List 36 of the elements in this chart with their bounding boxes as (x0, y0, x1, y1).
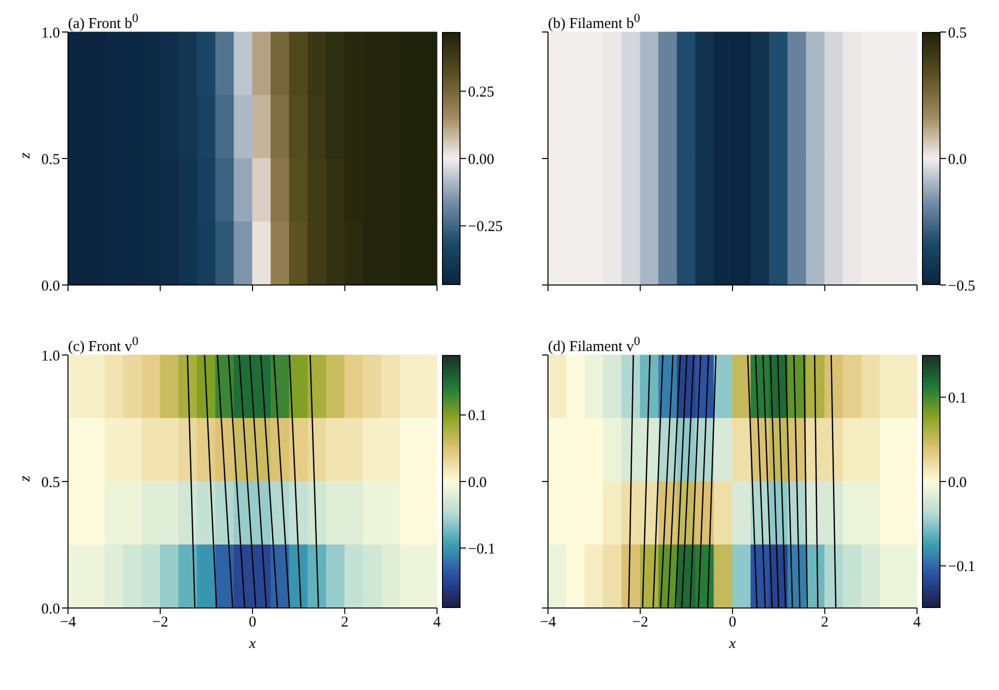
y-tick-label: 1.0 (41, 25, 60, 42)
x-axis-title: x (728, 636, 736, 652)
y-tick-label: 0.5 (41, 474, 60, 491)
chart-title: (d) Filament v$^{0}$ (548, 333, 640, 357)
color-bar-label: 0.0 (468, 474, 487, 491)
color-bar-label: 0.25 (468, 84, 494, 101)
x-tick-label: 0 (728, 614, 736, 631)
y-axis-title: z (17, 476, 34, 482)
y-axis-title: z (17, 152, 34, 160)
color-bar-label: 0.5 (948, 25, 967, 42)
chart-title: (c) Front v$^{0}$ (68, 333, 138, 357)
color-bar-label: −0.25 (468, 219, 503, 236)
x-tick-label: 0 (248, 614, 256, 631)
x-tick-label: −4 (60, 614, 76, 631)
x-tick-label: 4 (433, 614, 442, 631)
y-tick-label: 0.0 (41, 601, 60, 618)
color-bar-label: 0.1 (468, 408, 487, 424)
x-tick-label: −4 (540, 614, 556, 631)
color-bar-label: −0.1 (948, 559, 976, 576)
y-tick-label: 0.5 (41, 152, 60, 168)
chart-title: (a) Front b$^{0}$ (68, 10, 138, 34)
y-tick-label: 0.0 (41, 278, 60, 294)
color-bar-label: 0.00 (468, 152, 494, 168)
x-axis-title: x (248, 636, 256, 652)
color-bar-label: 0.0 (948, 152, 967, 168)
color-bar-label: 0.1 (948, 390, 967, 406)
y-tick-label: 1.0 (41, 348, 60, 364)
x-tick-label: 2 (821, 614, 828, 631)
color-bar-label: 0.0 (948, 474, 967, 491)
color-bar-label: −0.5 (948, 278, 976, 294)
x-tick-label: 2 (341, 614, 348, 631)
x-tick-label: −2 (632, 614, 648, 631)
chart-title: (b) Filament b$^{0}$ (548, 10, 640, 34)
x-tick-label: 4 (913, 614, 922, 631)
color-bar-label: −0.1 (468, 541, 496, 558)
x-tick-label: −2 (152, 614, 168, 631)
